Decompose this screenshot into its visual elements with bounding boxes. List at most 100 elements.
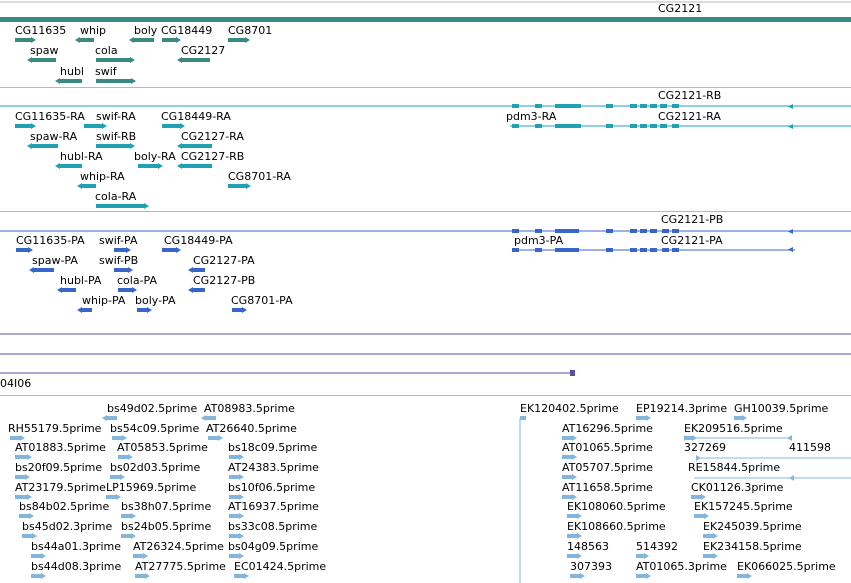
feature-glyph[interactable] [520,416,526,420]
feature-glyph[interactable] [229,495,239,499]
feature-label[interactable]: AT26324.5prime [133,540,224,553]
exon-glyph[interactable] [555,248,579,252]
feature-label[interactable]: CG2121-RB [658,89,722,102]
feature-glyph[interactable] [106,495,116,499]
feature-label[interactable]: AT05707.5prime [562,461,653,474]
exon-glyph[interactable] [606,124,613,128]
exon-glyph[interactable] [512,124,519,128]
feature-label[interactable]: EC01424.5prime [234,560,327,573]
feature-glyph[interactable] [15,495,27,499]
feature-glyph[interactable] [110,475,120,479]
feature-label[interactable]: bs45d02.3prime [22,520,113,533]
exon-glyph[interactable] [672,229,679,233]
feature-label[interactable]: boly-RA [134,150,176,163]
feature-label[interactable]: AT24383.5prime [228,461,319,474]
exon-glyph[interactable] [555,229,579,233]
feature-label[interactable]: CG11635-RA [15,110,85,123]
exon-glyph[interactable] [640,248,647,252]
feature-label[interactable]: hubl-PA [60,274,102,287]
feature-label[interactable]: swif [95,65,117,78]
feature-glyph[interactable] [15,475,25,479]
feature-glyph[interactable] [182,164,212,168]
feature-label[interactable]: 04I06 [0,377,32,390]
feature-label[interactable]: AT05853.5prime [117,441,208,454]
feature-label[interactable]: AT01065.5prime [562,441,653,454]
feature-glyph[interactable] [703,534,713,538]
feature-label[interactable]: AT16296.5prime [562,422,653,435]
exon-glyph[interactable] [535,124,542,128]
exon-glyph[interactable] [555,104,581,108]
exon-glyph[interactable] [535,104,542,108]
feature-glyph[interactable] [10,436,20,440]
exon-glyph[interactable] [672,104,679,108]
feature-glyph[interactable] [232,308,242,312]
exon-glyph[interactable] [672,248,679,252]
exon-glyph[interactable] [606,229,613,233]
feature-glyph[interactable] [193,288,205,292]
feature-glyph[interactable] [193,268,205,272]
feature-glyph[interactable] [562,495,572,499]
feature-glyph[interactable] [636,416,646,420]
feature-glyph[interactable] [182,58,210,62]
feature-label[interactable]: CG2127-RA [181,130,244,143]
feature-glyph[interactable] [96,144,130,148]
feature-label[interactable]: EK157245.5prime [694,500,793,513]
feature-glyph[interactable] [62,288,76,292]
exon-glyph[interactable] [512,104,519,108]
feature-label[interactable]: 514392 [636,540,678,553]
feature-glyph[interactable] [16,248,28,252]
feature-label[interactable]: AT01883.5prime [15,441,106,454]
feature-label[interactable]: swif-RA [96,110,136,123]
feature-label[interactable]: pdm3-RA [506,110,557,123]
exon-glyph[interactable] [640,104,647,108]
feature-glyph[interactable] [182,144,212,148]
exon-glyph[interactable] [650,229,657,233]
feature-label[interactable]: whip-PA [82,294,126,307]
feature-label[interactable]: RH55179.5prime [8,422,102,435]
feature-glyph[interactable] [636,574,646,578]
feature-label[interactable]: bs18c09.5prime [228,441,318,454]
feature-glyph[interactable] [228,38,245,42]
feature-glyph[interactable] [96,204,144,208]
feature-glyph[interactable] [60,164,82,168]
feature-label[interactable]: 307393 [570,560,612,573]
feature-label[interactable]: AT26640.5prime [206,422,297,435]
feature-glyph[interactable] [82,308,92,312]
feature-label[interactable]: GH10039.5prime [734,402,829,415]
feature-label[interactable]: 411598 [789,441,831,454]
feature-label[interactable]: CG2127 [181,44,226,57]
feature-label[interactable]: bs20f09.5prime [15,461,103,474]
feature-label[interactable]: CG8701-RA [228,170,291,183]
feature-label[interactable]: cola-PA [117,274,157,287]
exon-glyph[interactable] [630,124,637,128]
feature-glyph[interactable] [15,124,31,128]
exon-glyph[interactable] [662,229,669,233]
feature-glyph[interactable] [562,436,572,440]
feature-glyph[interactable] [691,495,701,499]
feature-label[interactable]: cola-RA [95,190,137,203]
feature-glyph[interactable] [34,268,54,272]
exon-glyph[interactable] [640,229,647,233]
feature-glyph[interactable] [96,58,130,62]
clone-glyph[interactable] [570,370,575,376]
feature-label[interactable]: CG11635 [15,24,67,37]
feature-label[interactable]: boly [134,24,158,37]
exon-glyph[interactable] [640,124,647,128]
feature-label[interactable]: AT08983.5prime [204,402,295,415]
feature-glyph[interactable] [567,554,577,558]
feature-label[interactable]: EK066025.5prime [737,560,836,573]
feature-label[interactable]: boly-PA [135,294,176,307]
feature-glyph[interactable] [162,38,176,42]
feature-label[interactable]: CG8701-PA [231,294,293,307]
feature-label[interactable]: hubl-RA [60,150,103,163]
feature-label[interactable]: bs24b05.5prime [121,520,212,533]
feature-glyph[interactable] [32,144,58,148]
feature-label[interactable]: spaw [30,44,59,57]
feature-glyph[interactable] [31,554,41,558]
feature-label[interactable]: pdm3-PA [514,234,564,247]
feature-glyph[interactable] [60,79,82,83]
feature-label[interactable]: EP19214.3prime [636,402,728,415]
feature-label[interactable]: CG18449-PA [164,234,233,247]
feature-label[interactable]: whip-RA [80,170,125,183]
feature-glyph[interactable] [133,554,143,558]
